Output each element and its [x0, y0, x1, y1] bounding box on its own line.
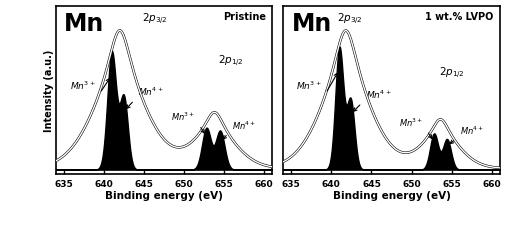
Text: $Mn^{3+}$: $Mn^{3+}$ [171, 111, 195, 123]
Text: Pristine: Pristine [223, 12, 266, 22]
Text: $2p_{1/2}$: $2p_{1/2}$ [218, 54, 244, 69]
Text: $Mn^{4+}$: $Mn^{4+}$ [138, 86, 164, 98]
Text: $2p_{3/2}$: $2p_{3/2}$ [337, 12, 363, 27]
X-axis label: Binding energy (eV): Binding energy (eV) [105, 191, 223, 201]
Text: $Mn^{3+}$: $Mn^{3+}$ [70, 79, 95, 91]
Text: $Mn^{3+}$: $Mn^{3+}$ [398, 116, 423, 128]
Text: 1 wt.% LVPO: 1 wt.% LVPO [425, 12, 493, 22]
Text: $2p_{1/2}$: $2p_{1/2}$ [439, 65, 465, 80]
Text: $Mn^{4+}$: $Mn^{4+}$ [366, 88, 391, 101]
Text: Mn: Mn [64, 12, 105, 36]
Text: $Mn^{3+}$: $Mn^{3+}$ [296, 79, 322, 91]
Text: $Mn^{4+}$: $Mn^{4+}$ [460, 124, 484, 137]
Y-axis label: Intensity (a.u.): Intensity (a.u.) [44, 49, 54, 131]
X-axis label: Binding energy (eV): Binding energy (eV) [333, 191, 450, 201]
Text: Mn: Mn [292, 12, 332, 36]
Text: $Mn^{4+}$: $Mn^{4+}$ [232, 119, 257, 131]
Text: $2p_{3/2}$: $2p_{3/2}$ [142, 12, 168, 27]
